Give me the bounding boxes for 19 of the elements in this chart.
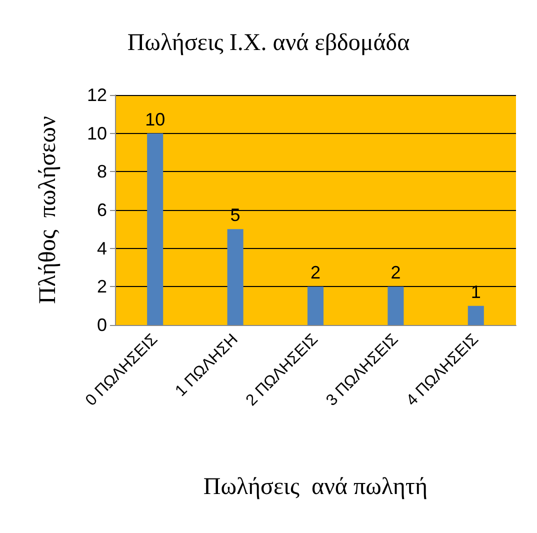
y-tick-label: 0 [96,315,107,335]
y-axis-title: Πλήθος πωλήσεων [35,116,61,304]
bar [307,286,324,325]
data-label: 5 [230,205,240,226]
bar [468,306,484,325]
data-label: 2 [390,262,401,283]
y-tick-label: 10 [86,123,107,144]
chart-title: Πωλήσεις Ι.Χ. ανά εβδομάδα [127,30,410,56]
y-tick-label: 8 [96,162,107,182]
y-tick-label: 2 [96,276,107,297]
y-tick-label: 6 [96,200,107,220]
y-tick-label: 12 [86,85,107,105]
bar [147,133,164,325]
data-label: 10 [145,109,166,130]
bar [388,286,404,325]
data-label: 2 [310,262,321,283]
x-axis-title: Πωλήσεις ανά πωλητή [203,474,428,500]
y-tick-label: 4 [96,238,107,258]
bar [227,229,244,325]
